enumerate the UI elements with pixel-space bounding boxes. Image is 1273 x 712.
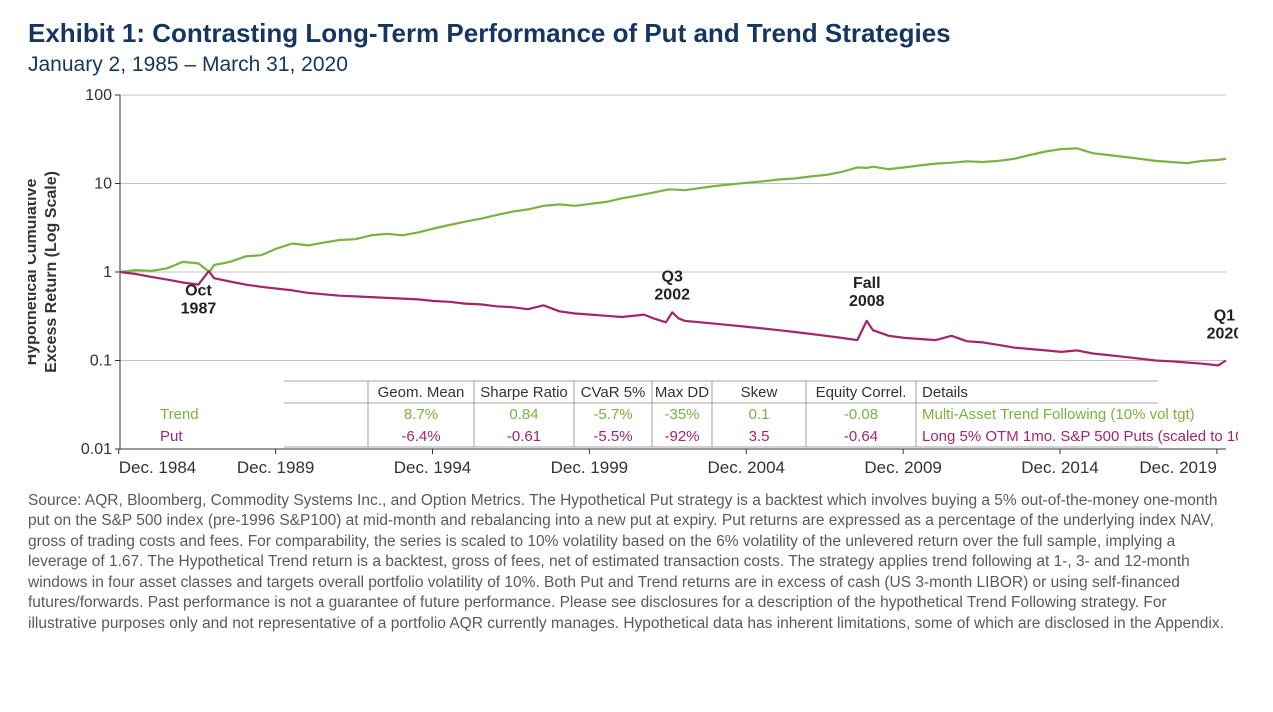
svg-text:Dec. 1984: Dec. 1984 [119,458,197,477]
svg-text:-0.64: -0.64 [844,428,878,445]
svg-text:1: 1 [103,264,112,281]
svg-text:Dec. 2009: Dec. 2009 [864,458,942,477]
svg-text:Sharpe Ratio: Sharpe Ratio [480,384,568,401]
svg-text:0.1: 0.1 [749,406,770,423]
svg-text:Fall: Fall [853,275,881,292]
svg-text:Dec. 1999: Dec. 1999 [551,458,629,477]
svg-text:0.84: 0.84 [509,406,538,423]
performance-chart: 0.01 0.1 1 10 100 Dec. 1984 Dec. 1989 Dec. 1994… [28,85,1238,485]
svg-text:Trend: Trend [160,406,199,423]
source-footnote: Source: AQR, Bloomberg, Commodity System… [28,491,1238,634]
svg-text:Skew: Skew [741,384,778,401]
svg-text:-35%: -35% [664,406,699,423]
svg-text:Dec. 1994: Dec. 1994 [394,458,472,477]
svg-text:-6.4%: -6.4% [401,428,440,445]
svg-text:Q1: Q1 [1214,308,1235,325]
svg-text:Dec. 2004: Dec. 2004 [708,458,786,477]
svg-text:-0.08: -0.08 [844,406,878,423]
svg-text:0.01: 0.01 [81,441,112,458]
svg-text:Long 5% OTM 1mo. S&P 500 Puts: Long 5% OTM 1mo. S&P 500 Puts (scaled to… [922,428,1238,445]
svg-text:-5.5%: -5.5% [593,428,632,445]
svg-text:10: 10 [94,176,112,193]
svg-text:Dec. 2019: Dec. 2019 [1139,458,1217,477]
svg-text:Hypothetical Cumulative: Hypothetical Cumulative [28,179,40,366]
svg-text:8.7%: 8.7% [404,406,438,423]
svg-text:-92%: -92% [664,428,699,445]
svg-text:-5.7%: -5.7% [593,406,632,423]
chart-container: 0.01 0.1 1 10 100 Dec. 1984 Dec. 1989 Dec. 1994… [28,85,1238,485]
svg-text:Geom. Mean: Geom. Mean [378,384,465,401]
svg-text:2008: 2008 [849,293,885,310]
svg-text:Put: Put [160,428,183,445]
svg-text:Equity Correl.: Equity Correl. [816,384,907,401]
svg-text:Dec. 2014: Dec. 2014 [1021,458,1099,477]
svg-text:1987: 1987 [181,300,217,317]
svg-text:Max DD: Max DD [655,384,709,401]
svg-text:Oct: Oct [185,282,212,299]
svg-text:Dec. 1989: Dec. 1989 [237,458,315,477]
svg-text:Details: Details [922,384,968,401]
svg-text:2020: 2020 [1207,326,1238,343]
svg-text:-0.61: -0.61 [507,428,541,445]
svg-text:CVaR 5%: CVaR 5% [581,384,646,401]
exhibit-subtitle: January 2, 1985 – March 31, 2020 [28,53,1245,77]
svg-text:Multi-Asset Trend Following (1: Multi-Asset Trend Following (10% vol tgt… [922,406,1195,423]
svg-text:0.1: 0.1 [90,353,112,370]
svg-text:Q3: Q3 [662,269,683,286]
svg-text:3.5: 3.5 [749,428,770,445]
svg-text:2002: 2002 [654,287,690,304]
exhibit-title: Exhibit 1: Contrasting Long-Term Perform… [28,18,1245,49]
svg-text:100: 100 [85,87,112,104]
svg-text:Excess Return (Log Scale): Excess Return (Log Scale) [43,171,60,373]
